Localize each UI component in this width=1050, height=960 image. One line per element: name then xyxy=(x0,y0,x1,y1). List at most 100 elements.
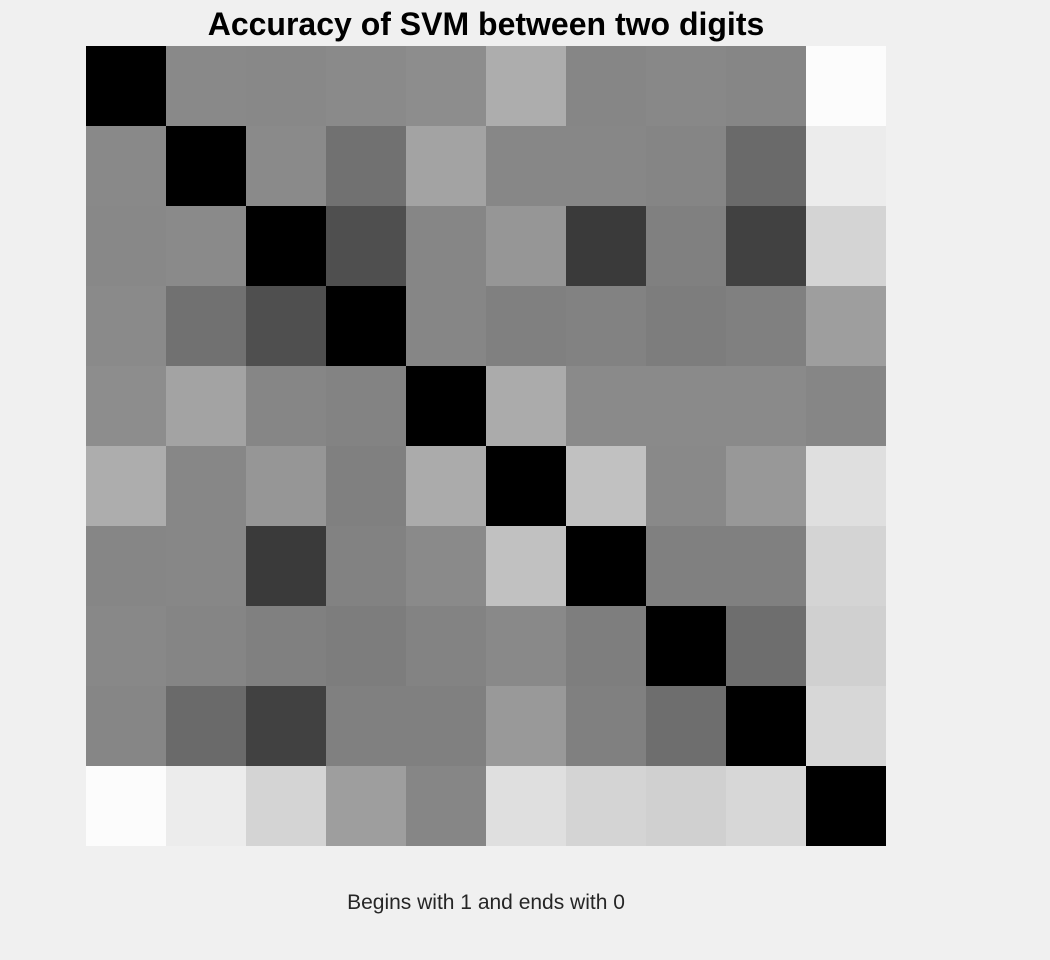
heatmap-cell-3-1 xyxy=(86,206,167,287)
heatmap-cell-6-3 xyxy=(246,446,327,527)
heatmap-cell-4-6 xyxy=(486,286,567,367)
heatmap-cell-5-8 xyxy=(646,366,727,447)
heatmap-cell-3-2 xyxy=(166,206,247,287)
heatmap-cell-1-0 xyxy=(806,46,886,127)
heatmap-cell-0-4 xyxy=(326,766,407,846)
heatmap-cell-6-1 xyxy=(86,446,167,527)
heatmap-cell-6-0 xyxy=(806,446,886,527)
heatmap-cell-4-1 xyxy=(86,286,167,367)
heatmap-cell-4-3 xyxy=(246,286,327,367)
heatmap-cell-3-4 xyxy=(326,206,407,287)
heatmap-cell-6-8 xyxy=(646,446,727,527)
heatmap-cell-6-6 xyxy=(486,446,567,527)
heatmap-cell-4-8 xyxy=(646,286,727,367)
heatmap-cell-2-5 xyxy=(406,126,487,207)
heatmap-cell-0-6 xyxy=(486,766,567,846)
heatmap-cell-1-5 xyxy=(406,46,487,127)
heatmap-cell-4-5 xyxy=(406,286,487,367)
heatmap-cell-3-3 xyxy=(246,206,327,287)
heatmap-cell-5-0 xyxy=(806,366,886,447)
heatmap-cell-7-7 xyxy=(566,526,647,607)
heatmap-cell-5-3 xyxy=(246,366,327,447)
heatmap-cell-1-8 xyxy=(646,46,727,127)
heatmap-cell-8-8 xyxy=(646,606,727,687)
heatmap-cell-8-2 xyxy=(166,606,247,687)
heatmap-cell-2-0 xyxy=(806,126,886,207)
heatmap-cell-9-3 xyxy=(246,686,327,767)
heatmap-cell-0-1 xyxy=(86,766,167,846)
heatmap-cell-4-7 xyxy=(566,286,647,367)
heatmap-cell-2-2 xyxy=(166,126,247,207)
heatmap-cell-8-1 xyxy=(86,606,167,687)
heatmap-cell-7-8 xyxy=(646,526,727,607)
heatmap-cell-2-6 xyxy=(486,126,567,207)
heatmap-cell-8-9 xyxy=(726,606,807,687)
heatmap-cell-1-3 xyxy=(246,46,327,127)
heatmap-cell-2-8 xyxy=(646,126,727,207)
heatmap-cell-8-3 xyxy=(246,606,327,687)
heatmap-cell-8-0 xyxy=(806,606,886,687)
heatmap-cell-9-4 xyxy=(326,686,407,767)
heatmap-cell-8-5 xyxy=(406,606,487,687)
heatmap-cell-7-3 xyxy=(246,526,327,607)
heatmap-cell-7-0 xyxy=(806,526,886,607)
heatmap-cell-9-0 xyxy=(806,686,886,767)
heatmap-cell-9-1 xyxy=(86,686,167,767)
heatmap-cell-7-6 xyxy=(486,526,567,607)
heatmap-cell-9-5 xyxy=(406,686,487,767)
heatmap-cell-7-1 xyxy=(86,526,167,607)
heatmap-cell-3-0 xyxy=(806,206,886,287)
heatmap-cell-2-7 xyxy=(566,126,647,207)
heatmap-cell-6-2 xyxy=(166,446,247,527)
heatmap-cell-9-6 xyxy=(486,686,567,767)
heatmap-cell-0-0 xyxy=(806,766,886,846)
heatmap-cell-2-1 xyxy=(86,126,167,207)
heatmap-cell-4-4 xyxy=(326,286,407,367)
heatmap-cell-6-9 xyxy=(726,446,807,527)
heatmap-cell-7-5 xyxy=(406,526,487,607)
heatmap-cell-5-5 xyxy=(406,366,487,447)
x-axis-label: Begins with 1 and ends with 0 xyxy=(347,891,625,914)
heatmap-cell-0-3 xyxy=(246,766,327,846)
heatmap-cell-3-7 xyxy=(566,206,647,287)
heatmap-cell-1-4 xyxy=(326,46,407,127)
heatmap-cell-2-9 xyxy=(726,126,807,207)
heatmap xyxy=(86,46,886,846)
heatmap-cell-7-4 xyxy=(326,526,407,607)
heatmap-cell-7-2 xyxy=(166,526,247,607)
heatmap-cell-5-2 xyxy=(166,366,247,447)
heatmap-cell-9-8 xyxy=(646,686,727,767)
heatmap-cell-9-7 xyxy=(566,686,647,767)
heatmap-cell-8-6 xyxy=(486,606,567,687)
heatmap-cell-6-7 xyxy=(566,446,647,527)
heatmap-cell-6-4 xyxy=(326,446,407,527)
chart-title: Accuracy of SVM between two digits xyxy=(207,6,765,42)
heatmap-cell-6-5 xyxy=(406,446,487,527)
heatmap-cell-9-2 xyxy=(166,686,247,767)
heatmap-cell-0-8 xyxy=(646,766,727,846)
heatmap-cell-1-9 xyxy=(726,46,807,127)
heatmap-cell-4-0 xyxy=(806,286,886,367)
heatmap-cell-3-8 xyxy=(646,206,727,287)
heatmap-cell-3-5 xyxy=(406,206,487,287)
heatmap-cell-0-5 xyxy=(406,766,487,846)
heatmap-cell-1-7 xyxy=(566,46,647,127)
heatmap-cell-5-6 xyxy=(486,366,567,447)
heatmap-cell-2-3 xyxy=(246,126,327,207)
heatmap-cell-2-4 xyxy=(326,126,407,207)
heatmap-cell-3-6 xyxy=(486,206,567,287)
heatmap-cell-0-7 xyxy=(566,766,647,846)
heatmap-cell-8-7 xyxy=(566,606,647,687)
heatmap-cell-1-1 xyxy=(86,46,167,127)
heatmap-cell-0-2 xyxy=(166,766,247,846)
heatmap-cell-4-2 xyxy=(166,286,247,367)
heatmap-cell-7-9 xyxy=(726,526,807,607)
heatmap-cell-1-6 xyxy=(486,46,567,127)
heatmap-cell-8-4 xyxy=(326,606,407,687)
heatmap-cell-9-9 xyxy=(726,686,807,767)
heatmap-cell-5-4 xyxy=(326,366,407,447)
heatmap-cell-1-2 xyxy=(166,46,247,127)
heatmap-cell-3-9 xyxy=(726,206,807,287)
heatmap-cell-0-9 xyxy=(726,766,807,846)
